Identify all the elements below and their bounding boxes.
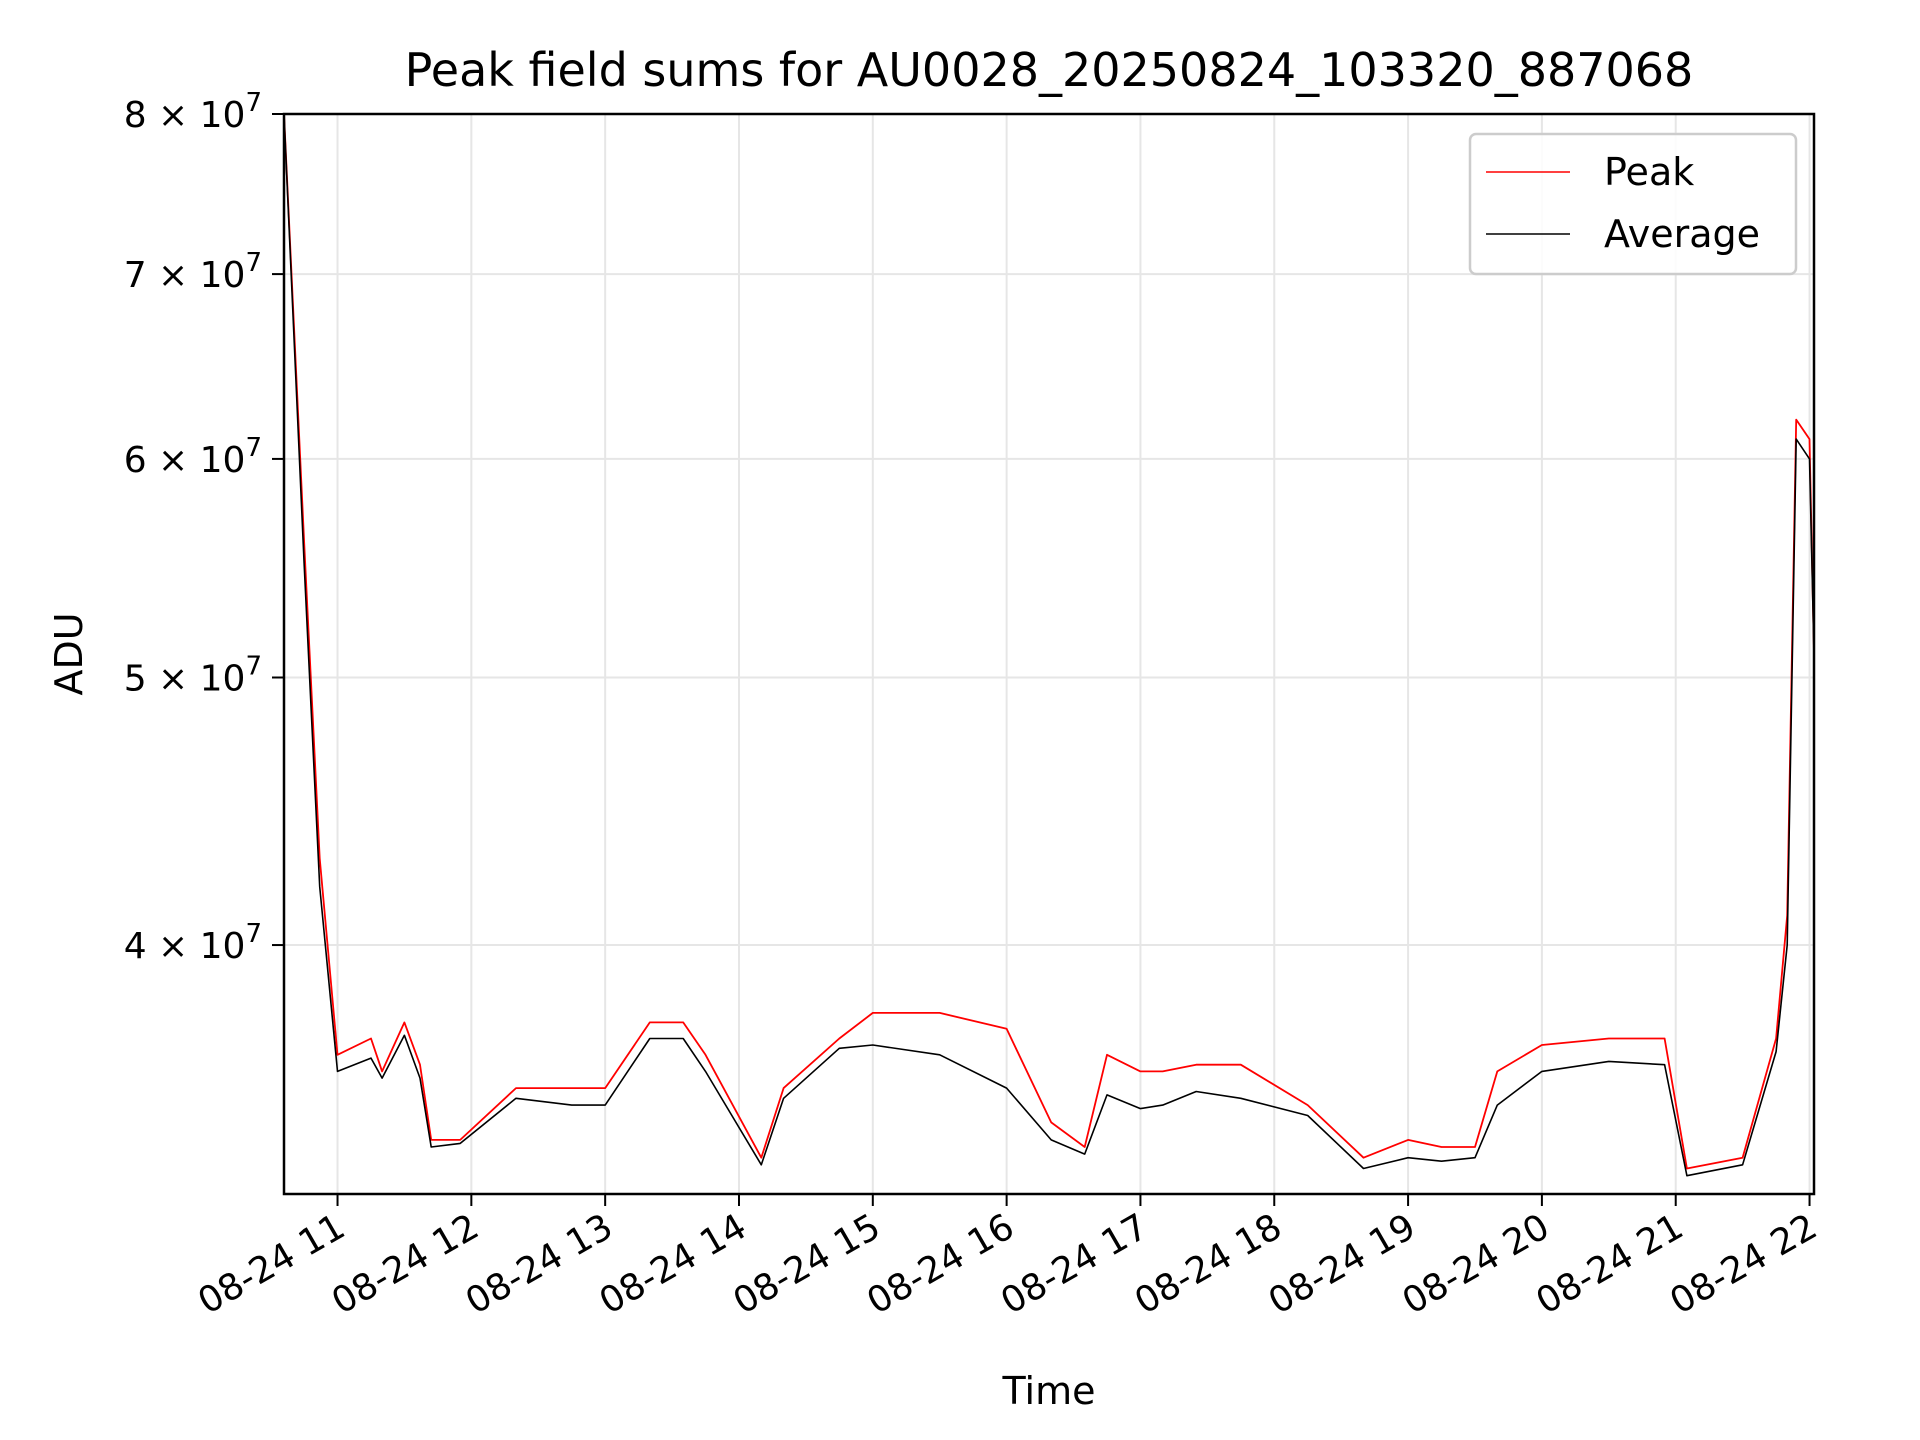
legend: Peak Average xyxy=(1468,132,1798,276)
y-tick-label: 8 × 107 xyxy=(124,88,262,136)
legend-box xyxy=(1468,132,1798,276)
series-line-average xyxy=(283,113,1815,1177)
y-tick-label: 5 × 107 xyxy=(124,652,262,700)
y-tick-label: 7 × 107 xyxy=(124,248,262,296)
series-group xyxy=(283,113,1815,1177)
chart-title: Peak field sums for AU0028_20250824_1033… xyxy=(405,43,1694,97)
legend-label-average: Average xyxy=(1604,212,1760,256)
x-axis-label: Time xyxy=(1002,1369,1096,1413)
y-tick-label: 6 × 107 xyxy=(124,433,262,481)
legend-label-peak: Peak xyxy=(1604,150,1694,194)
series-line-peak xyxy=(283,113,1815,1170)
y-axis-label: ADU xyxy=(47,612,91,695)
plot-frame xyxy=(282,112,1816,1196)
grid xyxy=(284,114,1814,1194)
y-tick-label: 4 × 107 xyxy=(124,919,262,967)
